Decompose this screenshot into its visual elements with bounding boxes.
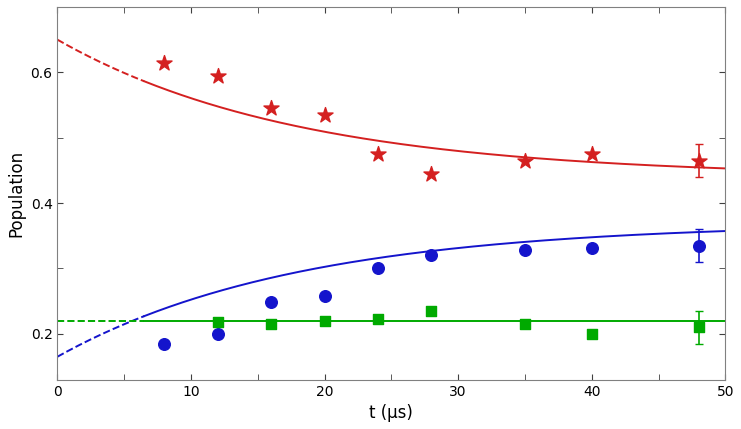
Point xyxy=(265,299,277,306)
Point xyxy=(159,59,170,66)
Point xyxy=(319,293,330,299)
Point xyxy=(319,112,330,118)
Point xyxy=(693,157,705,164)
Point xyxy=(159,340,170,347)
Point xyxy=(425,252,437,259)
Point xyxy=(519,320,531,327)
Point xyxy=(519,247,531,254)
Point xyxy=(265,105,277,112)
Point xyxy=(519,157,531,164)
Point xyxy=(372,265,384,272)
Point xyxy=(372,151,384,157)
Point xyxy=(212,72,224,79)
Point xyxy=(425,308,437,314)
X-axis label: t (μs): t (μs) xyxy=(370,404,413,422)
Point xyxy=(372,316,384,323)
Point xyxy=(265,320,277,327)
Point xyxy=(586,244,598,251)
Point xyxy=(425,170,437,177)
Y-axis label: Population: Population xyxy=(7,150,25,237)
Point xyxy=(212,319,224,326)
Point xyxy=(586,151,598,157)
Point xyxy=(586,330,598,337)
Point xyxy=(693,242,705,249)
Point xyxy=(212,330,224,337)
Point xyxy=(319,317,330,324)
Point xyxy=(693,324,705,331)
